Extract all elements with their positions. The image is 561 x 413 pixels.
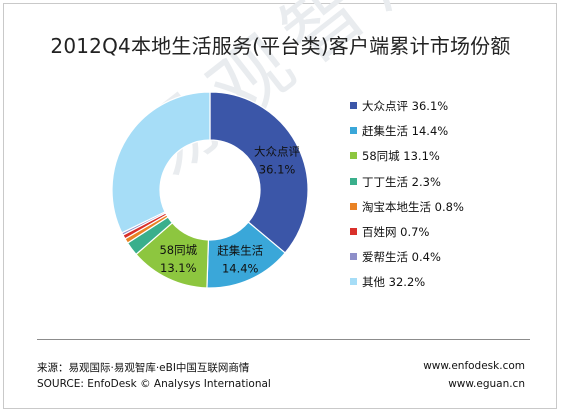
source-text-en: SOURCE: EnfoDesk © Analysys Internationa…: [37, 378, 271, 390]
legend-label: 大众点评 36.1%: [362, 99, 449, 113]
data-label-0-1: 36.1%: [259, 163, 296, 177]
legend-label: 赶集生活 14.4%: [362, 124, 449, 139]
chart-title: 2012Q4本地生活服务(平台类)客户端累计市场份额: [50, 34, 511, 58]
data-label-2-1: 13.1%: [160, 261, 197, 275]
legend-label: 爱帮生活 0.4%: [362, 250, 441, 265]
legend-label: 百姓网 0.7%: [362, 224, 430, 239]
donut-slice-0: [209, 91, 309, 254]
data-label-1-1: 14.4%: [222, 262, 259, 276]
legend-label: 其他 32.2%: [362, 275, 426, 290]
legend-swatch: [350, 177, 357, 185]
legend-label: 丁丁生活 2.3%: [362, 174, 441, 189]
source-url-enfodesk[interactable]: www.enfodesk.com: [423, 360, 525, 372]
legend-swatch: [350, 102, 357, 109]
source-url-eguan[interactable]: www.eguan.cn: [448, 378, 525, 390]
legend-swatch: [350, 253, 357, 261]
legend-swatch: [350, 152, 357, 160]
footer-divider: [37, 339, 530, 340]
donut-slice-7: [111, 91, 211, 234]
legend-swatch: [350, 227, 357, 235]
legend-label: 58同城 13.1%: [362, 149, 440, 164]
source-text-cn: 来源：易观国际·易观智库·eBI中国互联网商情: [37, 362, 250, 374]
legend-label: 淘宝本地生活 0.8%: [362, 199, 464, 214]
legend-swatch: [350, 202, 357, 210]
data-label-0-0: 大众点评: [254, 145, 300, 159]
legend-swatch: [350, 278, 357, 286]
data-label-2-0: 58同城: [159, 243, 197, 257]
data-label-1-0: 赶集生活: [217, 244, 263, 258]
legend-swatch: [350, 127, 357, 135]
